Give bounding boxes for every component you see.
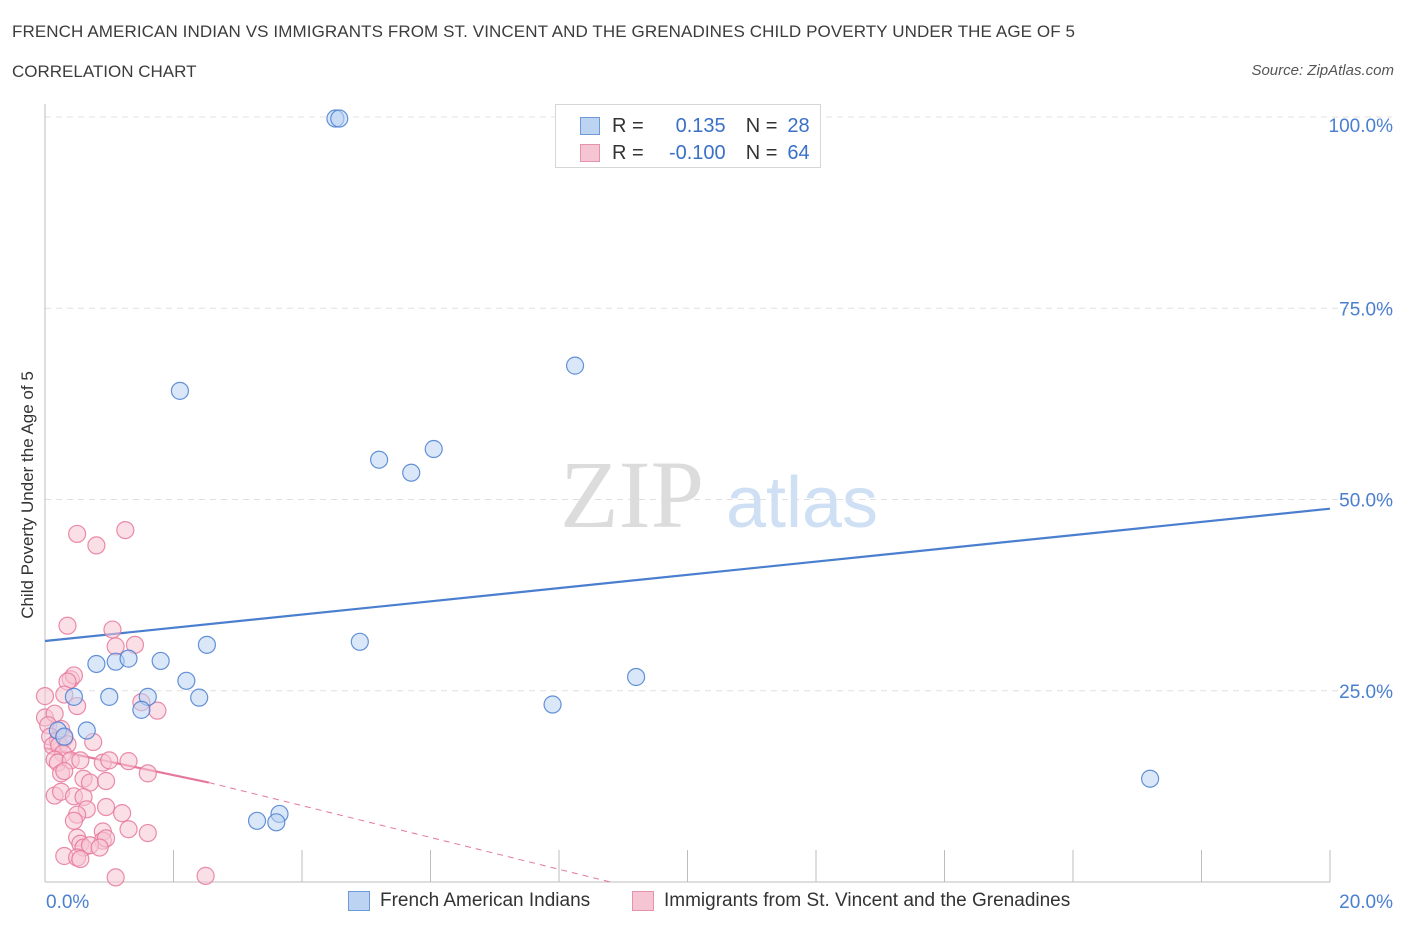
data-point-series1: [55, 727, 74, 746]
data-point-series1: [170, 381, 190, 400]
bottom-legend-label-series1: French American Indians: [380, 890, 591, 911]
data-point-series1: [350, 632, 369, 651]
data-point-series2: [138, 764, 157, 783]
data-point-series2: [138, 823, 157, 843]
bottom-legend-series2: Immigrants from St. Vincent and the Gren…: [632, 888, 1070, 914]
source-label: Source: ZipAtlas.com: [1251, 62, 1394, 79]
legend-n-label: N =: [745, 114, 778, 137]
axes: [44, 104, 1331, 883]
data-point-series1: [543, 695, 562, 714]
trend-lines: [44, 507, 1331, 883]
chart-subtitle: CORRELATION CHART: [12, 62, 197, 81]
legend-swatch-pink: [580, 144, 600, 162]
data-point-series1: [247, 811, 267, 830]
legend-r-value: 0.135: [675, 114, 726, 137]
bottom-legend-series1: French American Indians: [348, 888, 590, 914]
data-point-series1: [100, 687, 119, 706]
data-point-series2: [71, 751, 90, 770]
data-point-series1: [267, 813, 286, 832]
data-point-series2: [68, 524, 87, 544]
trend-line-series1: [44, 507, 1331, 643]
legend-r-value: -0.100: [668, 141, 726, 164]
correlation-legend: R = 0.135 N = 28 R = -0.100 N = 64: [555, 104, 821, 168]
data-point-series2: [55, 761, 74, 781]
legend-r-label: R =: [612, 141, 644, 164]
data-point-series2: [96, 771, 116, 791]
bottom-legend-swatch-pink: [632, 891, 654, 911]
tick-labels: 25.0% 50.0% 75.0% 100.0% 0.0% 20.0%: [46, 116, 1393, 913]
legend-n-value: 64: [787, 141, 810, 164]
data-point-series2: [96, 797, 116, 817]
data-point-series1: [190, 688, 209, 707]
data-point-series2: [87, 536, 106, 555]
x-tick-label: 0.0%: [46, 892, 89, 913]
data-point-series2: [58, 616, 77, 635]
data-point-series1: [77, 721, 96, 740]
data-point-series2: [90, 838, 109, 857]
chart-title: FRENCH AMERICAN INDIAN VS IMMIGRANTS FRO…: [12, 22, 1076, 41]
legend-n-value: 28: [787, 114, 810, 137]
data-point-series1: [424, 439, 443, 459]
gridlines: [45, 116, 1392, 692]
y-axis-label: Child Poverty Under the Age of 5: [18, 371, 37, 619]
legend-swatch-blue: [580, 117, 600, 135]
data-point-series2: [106, 637, 125, 656]
data-point-series2: [119, 752, 138, 771]
data-point-series1: [64, 687, 84, 706]
data-points: [35, 109, 1160, 887]
data-point-series2: [64, 811, 84, 830]
data-point-series1: [565, 356, 585, 375]
bottom-legend-label-series2: Immigrants from St. Vincent and the Gren…: [664, 890, 1071, 911]
trend-line-extension-series2: [208, 782, 611, 883]
y-tick-label: 25.0%: [1339, 682, 1393, 703]
y-tick-label: 50.0%: [1339, 491, 1393, 512]
data-point-series1: [119, 649, 138, 668]
y-tick-label: 100.0%: [1329, 116, 1394, 137]
data-point-series1: [132, 700, 151, 719]
data-point-series1: [330, 109, 349, 128]
data-point-series2: [71, 849, 90, 869]
watermark: ZIP atlas: [560, 441, 878, 548]
watermark-atlas: atlas: [726, 463, 878, 543]
data-point-series2: [119, 820, 138, 839]
x-tick-label: 20.0%: [1339, 892, 1393, 913]
legend-row-pink: R = -0.100 N = 64: [580, 142, 810, 164]
legend-r-label: R =: [612, 114, 644, 137]
bottom-legend-swatch-blue: [348, 891, 370, 911]
data-point-series1: [87, 654, 106, 674]
data-point-series2: [106, 868, 125, 887]
data-point-series1: [626, 667, 646, 687]
legend-n-label: N =: [745, 141, 778, 164]
data-point-series1: [402, 463, 421, 482]
data-point-series2: [100, 751, 119, 770]
legend-row-blue: R = 0.135 N = 28: [580, 115, 810, 137]
data-point-series2: [103, 620, 122, 639]
data-point-series1: [1140, 769, 1160, 788]
data-point-series1: [197, 635, 217, 654]
data-point-series2: [35, 687, 55, 706]
data-point-series2: [116, 520, 135, 540]
data-point-series1: [177, 671, 196, 690]
watermark-zip: ZIP: [560, 441, 704, 548]
y-tick-label: 75.0%: [1339, 299, 1393, 320]
data-point-series1: [370, 450, 389, 469]
data-point-series2: [196, 866, 215, 885]
data-point-series1: [151, 651, 170, 671]
data-point-series2: [112, 804, 132, 823]
